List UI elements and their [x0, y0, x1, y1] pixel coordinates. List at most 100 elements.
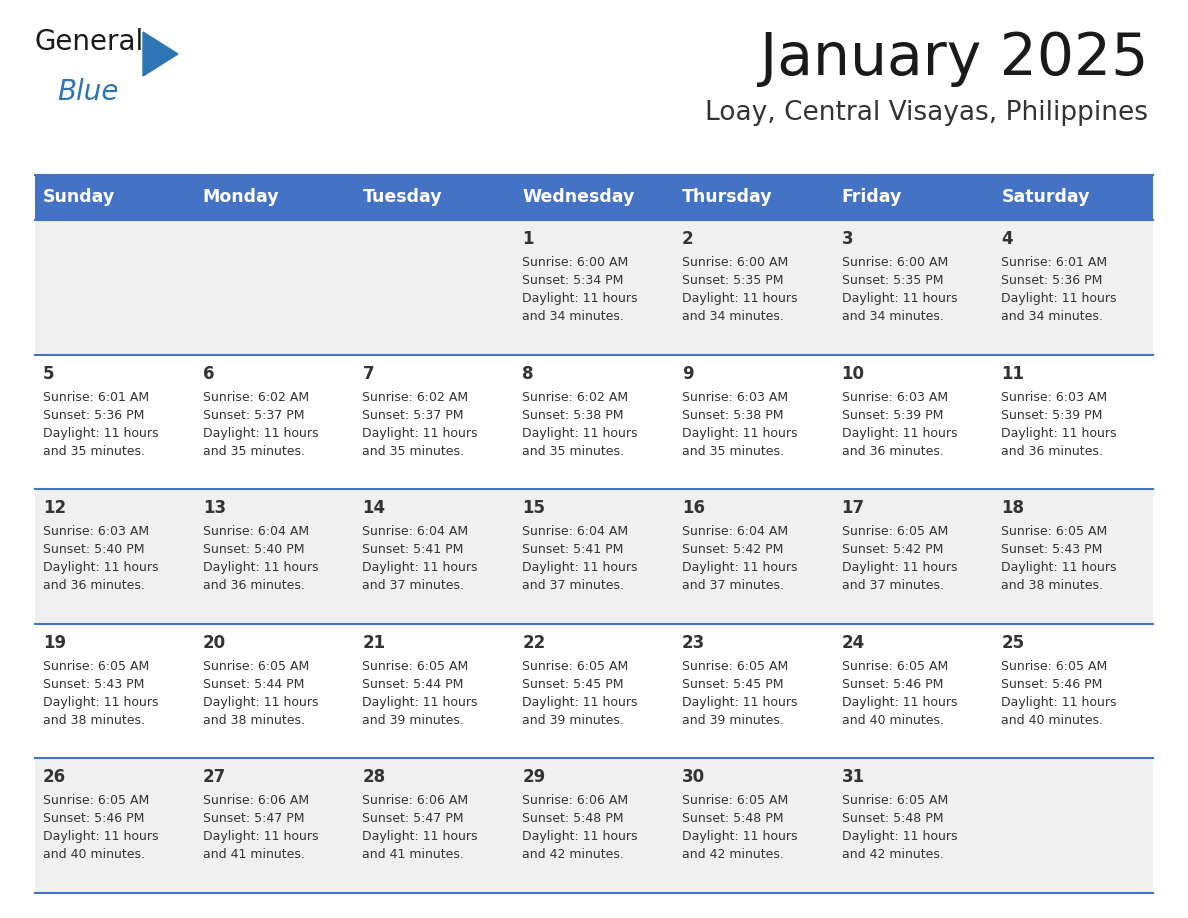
Text: Daylight: 11 hours: Daylight: 11 hours [43, 831, 158, 844]
Text: Sunset: 5:38 PM: Sunset: 5:38 PM [523, 409, 624, 421]
Text: 10: 10 [841, 364, 865, 383]
Text: and 40 minutes.: and 40 minutes. [841, 714, 943, 727]
Text: 15: 15 [523, 499, 545, 517]
Text: 22: 22 [523, 633, 545, 652]
Text: Sunrise: 6:05 AM: Sunrise: 6:05 AM [362, 660, 469, 673]
Text: Sunset: 5:48 PM: Sunset: 5:48 PM [523, 812, 624, 825]
Text: Sunrise: 6:05 AM: Sunrise: 6:05 AM [203, 660, 309, 673]
Text: and 42 minutes.: and 42 minutes. [682, 848, 784, 861]
Bar [34, 354, 195, 489]
Text: Sunrise: 6:04 AM: Sunrise: 6:04 AM [523, 525, 628, 538]
Text: Sunset: 5:43 PM: Sunset: 5:43 PM [1001, 543, 1102, 556]
Text: Sunrise: 6:05 AM: Sunrise: 6:05 AM [682, 794, 788, 808]
Text: Sunrise: 6:04 AM: Sunrise: 6:04 AM [682, 525, 788, 538]
Text: Sunrise: 6:02 AM: Sunrise: 6:02 AM [362, 390, 468, 404]
Text: 4: 4 [1001, 230, 1013, 248]
Text: Wednesday: Wednesday [523, 188, 634, 207]
Text: Sunset: 5:43 PM: Sunset: 5:43 PM [43, 677, 145, 691]
Text: Sunrise: 6:05 AM: Sunrise: 6:05 AM [682, 660, 788, 673]
Text: Sunrise: 6:05 AM: Sunrise: 6:05 AM [841, 660, 948, 673]
Text: and 38 minutes.: and 38 minutes. [1001, 579, 1104, 592]
Bar [195, 220, 354, 354]
Text: Sunset: 5:46 PM: Sunset: 5:46 PM [43, 812, 145, 825]
Text: Sunset: 5:39 PM: Sunset: 5:39 PM [1001, 409, 1102, 421]
Bar [514, 624, 674, 758]
Bar [993, 354, 1154, 489]
Text: 7: 7 [362, 364, 374, 383]
Bar [34, 624, 195, 758]
Text: Sunrise: 6:04 AM: Sunrise: 6:04 AM [362, 525, 468, 538]
Text: and 35 minutes.: and 35 minutes. [682, 444, 784, 457]
Text: Sunrise: 6:05 AM: Sunrise: 6:05 AM [1001, 525, 1107, 538]
Bar [354, 354, 514, 489]
Text: Sunset: 5:42 PM: Sunset: 5:42 PM [682, 543, 783, 556]
Text: Daylight: 11 hours: Daylight: 11 hours [203, 427, 318, 440]
Text: Sunset: 5:38 PM: Sunset: 5:38 PM [682, 409, 783, 421]
Text: 31: 31 [841, 768, 865, 787]
Text: Daylight: 11 hours: Daylight: 11 hours [203, 561, 318, 574]
Text: Sunset: 5:34 PM: Sunset: 5:34 PM [523, 274, 624, 287]
Text: Daylight: 11 hours: Daylight: 11 hours [523, 696, 638, 709]
Text: Sunrise: 6:03 AM: Sunrise: 6:03 AM [682, 390, 788, 404]
Text: 26: 26 [43, 768, 67, 787]
Text: Sunset: 5:46 PM: Sunset: 5:46 PM [841, 677, 943, 691]
Text: and 40 minutes.: and 40 minutes. [1001, 714, 1104, 727]
Text: and 39 minutes.: and 39 minutes. [682, 714, 784, 727]
Bar [674, 175, 834, 220]
Text: Sunset: 5:37 PM: Sunset: 5:37 PM [203, 409, 304, 421]
Bar [195, 758, 354, 893]
Text: Sunset: 5:45 PM: Sunset: 5:45 PM [682, 677, 783, 691]
Text: Daylight: 11 hours: Daylight: 11 hours [362, 561, 478, 574]
Bar [195, 489, 354, 624]
Text: Sunrise: 6:01 AM: Sunrise: 6:01 AM [1001, 256, 1107, 269]
Text: Daylight: 11 hours: Daylight: 11 hours [682, 292, 797, 305]
Bar [34, 489, 195, 624]
Bar [354, 489, 514, 624]
Bar [674, 624, 834, 758]
Bar [834, 175, 993, 220]
Text: Daylight: 11 hours: Daylight: 11 hours [43, 427, 158, 440]
Bar [993, 624, 1154, 758]
Bar [354, 220, 514, 354]
Text: Sunday: Sunday [43, 188, 115, 207]
Bar [834, 758, 993, 893]
Text: and 40 minutes.: and 40 minutes. [43, 848, 145, 861]
Text: and 37 minutes.: and 37 minutes. [523, 579, 624, 592]
Text: 14: 14 [362, 499, 386, 517]
Bar [993, 220, 1154, 354]
Text: Sunrise: 6:03 AM: Sunrise: 6:03 AM [43, 525, 150, 538]
Bar [354, 758, 514, 893]
Text: Sunrise: 6:05 AM: Sunrise: 6:05 AM [841, 525, 948, 538]
Text: and 36 minutes.: and 36 minutes. [43, 579, 145, 592]
Text: Blue: Blue [57, 78, 119, 106]
Text: Sunset: 5:48 PM: Sunset: 5:48 PM [682, 812, 783, 825]
Text: and 35 minutes.: and 35 minutes. [362, 444, 465, 457]
Text: Daylight: 11 hours: Daylight: 11 hours [1001, 561, 1117, 574]
Text: and 41 minutes.: and 41 minutes. [203, 848, 304, 861]
Text: Sunrise: 6:02 AM: Sunrise: 6:02 AM [203, 390, 309, 404]
Text: Sunset: 5:44 PM: Sunset: 5:44 PM [362, 677, 463, 691]
Text: Tuesday: Tuesday [362, 188, 442, 207]
Text: and 37 minutes.: and 37 minutes. [841, 579, 943, 592]
Text: 12: 12 [43, 499, 67, 517]
Text: 6: 6 [203, 364, 214, 383]
Text: 9: 9 [682, 364, 694, 383]
Text: 5: 5 [43, 364, 55, 383]
Text: Sunrise: 6:00 AM: Sunrise: 6:00 AM [523, 256, 628, 269]
Bar [34, 175, 195, 220]
Text: Daylight: 11 hours: Daylight: 11 hours [682, 561, 797, 574]
Text: Daylight: 11 hours: Daylight: 11 hours [841, 427, 958, 440]
Text: Daylight: 11 hours: Daylight: 11 hours [203, 831, 318, 844]
Text: Sunrise: 6:06 AM: Sunrise: 6:06 AM [523, 794, 628, 808]
Text: Daylight: 11 hours: Daylight: 11 hours [841, 831, 958, 844]
Bar [834, 624, 993, 758]
Text: and 35 minutes.: and 35 minutes. [203, 444, 304, 457]
Text: Sunrise: 6:02 AM: Sunrise: 6:02 AM [523, 390, 628, 404]
Text: Sunset: 5:46 PM: Sunset: 5:46 PM [1001, 677, 1102, 691]
Text: and 37 minutes.: and 37 minutes. [682, 579, 784, 592]
Text: Sunset: 5:39 PM: Sunset: 5:39 PM [841, 409, 943, 421]
Text: and 38 minutes.: and 38 minutes. [43, 714, 145, 727]
Text: 17: 17 [841, 499, 865, 517]
Bar [674, 354, 834, 489]
Text: 3: 3 [841, 230, 853, 248]
